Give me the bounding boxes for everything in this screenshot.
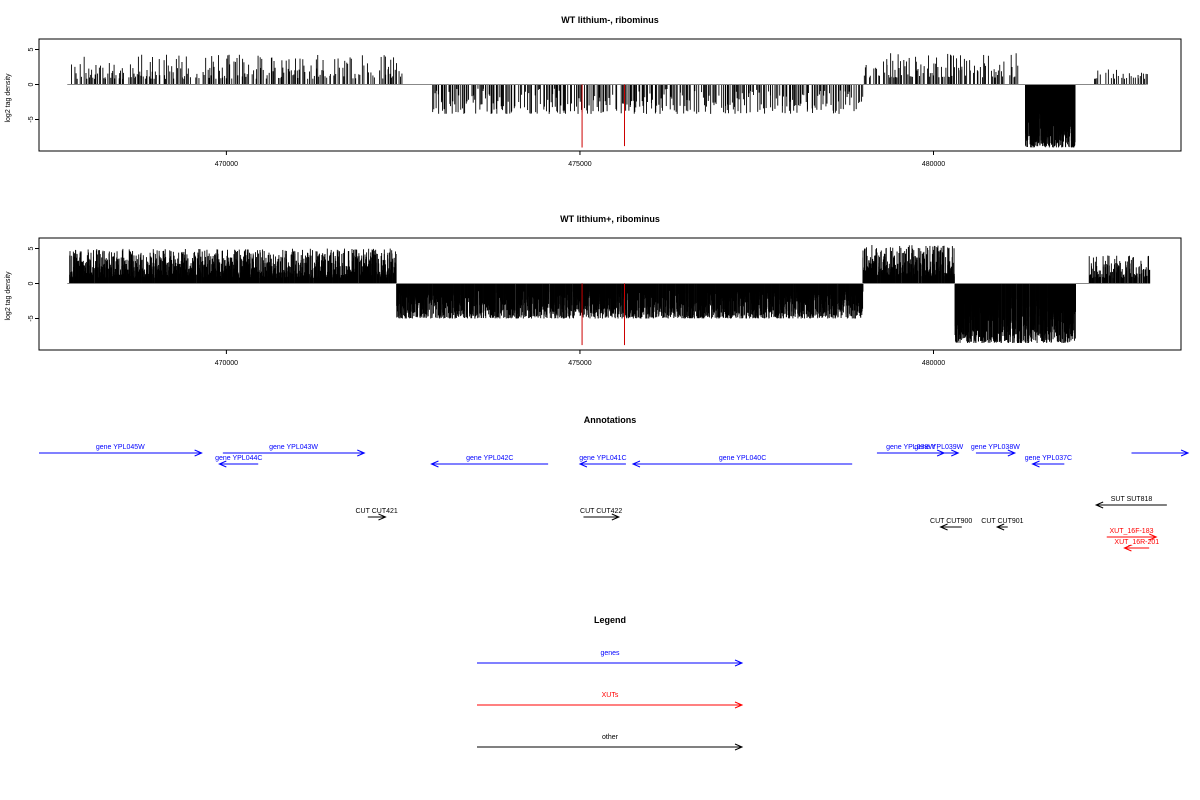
x-tick-label: 480000 [922,161,945,168]
track-panel-1: WT lithium-, ribominus log2 tag density … [5,15,1182,168]
panel-1-frame [38,38,1182,152]
x-tick-label: 470000 [215,360,238,367]
y-tick-label: 5 [28,246,35,250]
y-tick-label: 5 [28,47,35,51]
x-tick-label: 475000 [568,360,591,367]
panel-1-y-axis: -5 0 5 [28,47,39,123]
x-tick-label: 475000 [568,161,591,168]
panel-2-bars [67,245,1151,346]
y-tick-label: 0 [28,82,35,86]
x-tick-label: 470000 [215,161,238,168]
track-panel-2: WT lithium+, ribominus log2 tag density … [5,214,1182,367]
panel-1-ylabel: log2 tag density [5,73,12,123]
y-tick-label: -5 [28,116,35,122]
panel-2-ylabel: log2 tag density [5,271,12,321]
panel-2-title: WT lithium+, ribominus [560,214,660,224]
panel-2-y-axis: -5 0 5 [28,246,39,322]
panel-1-x-axis: 470000 475000 480000 [215,151,945,168]
panel-1-bars [67,53,1148,148]
y-tick-label: 0 [28,281,35,285]
panel-1-title: WT lithium-, ribominus [561,15,659,25]
x-tick-label: 480000 [922,360,945,367]
panel-2-x-axis: 470000 475000 480000 [215,350,945,367]
y-tick-label: -5 [28,315,35,321]
